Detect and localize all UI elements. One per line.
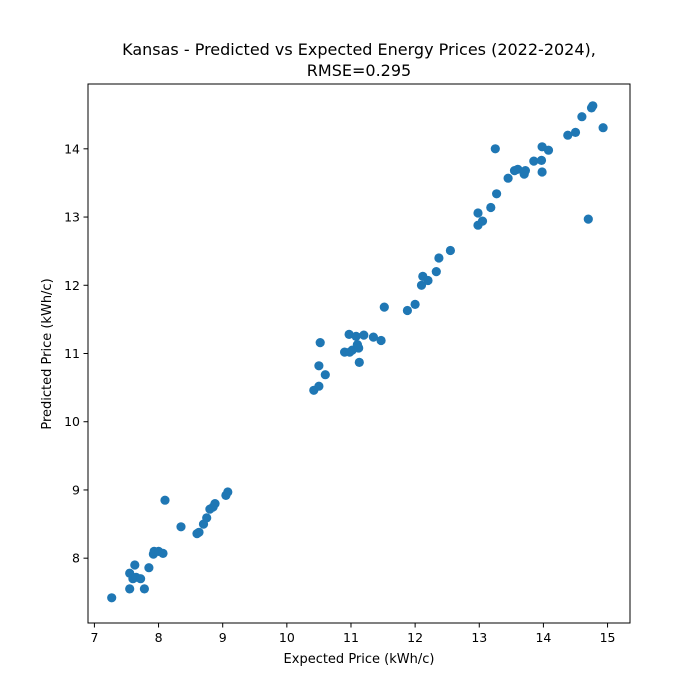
data-point (160, 495, 170, 505)
x-tick-label: 12 (407, 630, 423, 645)
y-tick-label: 9 (72, 482, 80, 497)
data-point (503, 173, 513, 183)
x-tick-label: 11 (343, 630, 359, 645)
y-tick-label: 12 (64, 278, 80, 293)
data-point (315, 338, 325, 348)
data-point (492, 189, 502, 199)
data-point (477, 216, 488, 226)
data-point (344, 329, 354, 339)
x-tick-label: 8 (155, 630, 163, 645)
x-tick-label: 9 (219, 630, 227, 645)
data-point (202, 513, 212, 523)
data-point (320, 370, 330, 380)
x-tick-label: 15 (600, 630, 616, 645)
data-point (520, 166, 531, 176)
x-tick-label: 7 (90, 630, 98, 645)
data-point (473, 208, 483, 218)
data-point (537, 167, 547, 177)
data-point (513, 164, 523, 174)
data-point (486, 202, 496, 213)
data-point (563, 130, 573, 140)
data-point (577, 112, 587, 122)
chart-subtitle: RMSE=0.295 (307, 61, 411, 80)
data-point (210, 499, 220, 509)
chart-title: Kansas - Predicted vs Expected Energy Pr… (122, 40, 596, 59)
data-point (139, 584, 149, 594)
data-point (379, 302, 389, 312)
data-point (570, 127, 581, 137)
y-tick-label: 10 (64, 414, 80, 429)
data-point (431, 267, 441, 277)
data-point (194, 527, 204, 537)
data-point (158, 548, 168, 559)
data-point (107, 593, 117, 603)
data-points (107, 101, 608, 603)
data-point (402, 305, 412, 316)
data-point (130, 560, 140, 570)
data-point (588, 101, 598, 111)
data-point (354, 343, 364, 353)
data-point (598, 123, 608, 133)
data-point (536, 155, 547, 165)
data-point (223, 487, 233, 497)
data-point (354, 357, 364, 367)
data-point (368, 332, 378, 342)
data-point (445, 245, 455, 256)
data-point (583, 214, 593, 224)
data-point (125, 584, 135, 594)
y-axis-ticks: 8 9 10 11 12 13 14 (64, 141, 88, 566)
y-tick-label: 11 (64, 346, 80, 361)
x-axis-ticks: 7 8 9 10 11 12 13 14 15 (90, 623, 616, 645)
data-point (376, 335, 386, 346)
x-tick-label: 13 (471, 630, 487, 645)
x-tick-label: 14 (535, 630, 551, 645)
data-point (144, 563, 154, 573)
data-point (314, 381, 324, 391)
plot-frame (87, 83, 631, 624)
y-tick-label: 13 (64, 210, 80, 225)
data-point (351, 331, 361, 341)
data-point (434, 253, 444, 263)
data-point (416, 280, 427, 290)
data-point (136, 574, 146, 584)
x-tick-label: 10 (279, 630, 295, 645)
y-tick-label: 14 (64, 141, 80, 156)
data-point (176, 522, 186, 532)
data-point (359, 330, 369, 340)
data-point (490, 144, 500, 154)
data-point (529, 156, 539, 166)
data-point (423, 275, 433, 286)
y-tick-label: 8 (72, 551, 80, 566)
data-point (543, 145, 554, 155)
data-point (410, 299, 420, 309)
data-point (314, 361, 324, 371)
x-axis-label: Expected Price (kWh/c) (284, 652, 435, 667)
y-axis-label: Predicted Price (kWh/c) (40, 278, 55, 429)
